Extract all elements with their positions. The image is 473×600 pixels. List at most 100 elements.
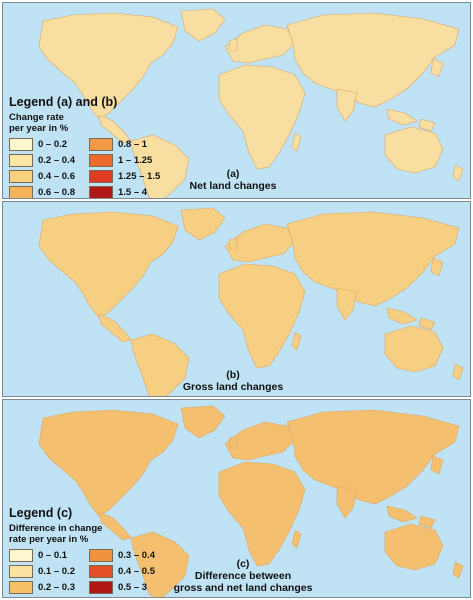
land-pixel xyxy=(380,561,386,565)
land-pixel xyxy=(462,267,463,271)
land-pixel xyxy=(414,406,419,408)
land-pixel xyxy=(306,329,309,333)
legend-label: 1 – 1.25 xyxy=(118,155,153,166)
land-pixel xyxy=(298,72,302,74)
land-pixel xyxy=(359,118,363,121)
land-pixel xyxy=(183,47,189,51)
land-pixel xyxy=(119,204,122,208)
legend-swatch xyxy=(89,565,113,578)
land-pixel xyxy=(231,541,235,545)
land-pixel xyxy=(260,407,266,415)
land-pixel xyxy=(13,231,18,235)
land-pixel xyxy=(64,314,67,318)
land-pixel xyxy=(71,382,76,387)
land-pixel xyxy=(200,468,206,476)
land-pixel xyxy=(43,308,50,313)
land-pixel xyxy=(10,28,13,32)
land-pixel xyxy=(415,587,420,593)
land-pixel xyxy=(172,313,178,322)
land-pixel xyxy=(438,451,445,456)
land-pixel xyxy=(452,158,458,164)
land-pixel xyxy=(166,272,171,277)
land-pixel xyxy=(360,109,366,117)
land-pixel xyxy=(310,323,316,331)
land-pixel xyxy=(60,292,66,300)
land-pixel xyxy=(144,203,147,206)
land-pixel xyxy=(378,194,383,198)
land-pixel xyxy=(211,479,215,482)
land-pixel xyxy=(41,497,46,502)
caption-c-title-1: Difference between xyxy=(194,570,292,582)
land-pixel xyxy=(26,368,28,370)
land-pixel xyxy=(122,208,128,211)
land-pixel xyxy=(348,147,352,150)
legend-subtitle: Change rate per year in % xyxy=(9,112,169,134)
land-pixel xyxy=(59,337,66,345)
land-pixel xyxy=(350,321,353,324)
land-pixel xyxy=(80,3,85,6)
land-pixel xyxy=(316,158,319,160)
land-pixel xyxy=(222,424,228,432)
land-pixel xyxy=(152,484,156,488)
land-pixel xyxy=(324,292,329,298)
land-pixel xyxy=(458,433,462,437)
land-pixel xyxy=(68,501,72,506)
land-pixel xyxy=(43,75,48,79)
land-pixel xyxy=(206,309,212,314)
land-pixel xyxy=(171,320,178,325)
land-pixel xyxy=(317,548,320,552)
land-pixel xyxy=(464,361,466,363)
land-pixel xyxy=(464,92,470,99)
land-pixel xyxy=(42,285,46,291)
land-pixel xyxy=(431,110,434,113)
land-pixel xyxy=(392,410,396,413)
land-pixel xyxy=(310,393,313,396)
land-pixel xyxy=(172,403,176,406)
land-pixel xyxy=(203,276,208,279)
land-pixel xyxy=(389,100,392,105)
land-pixel xyxy=(317,109,321,112)
land-pixel xyxy=(218,155,223,160)
land-pixel xyxy=(30,443,33,445)
land-pixel xyxy=(175,76,180,79)
land-pixel xyxy=(196,326,202,336)
land-pixel xyxy=(461,284,463,287)
land-pixel xyxy=(165,409,171,415)
land-pixel xyxy=(17,414,20,418)
land-pixel xyxy=(408,291,411,295)
land-pixel xyxy=(366,514,371,519)
land-pixel xyxy=(316,124,322,132)
land-pixel xyxy=(363,191,368,197)
land-pixel xyxy=(221,517,227,524)
legend-grid: 0 – 0.2 0.8 – 1 0.2 – 0.4 1 – 1.25 0.4 – 0.6… xyxy=(9,138,169,198)
land-pixel xyxy=(262,259,268,266)
land-pixel xyxy=(22,473,26,476)
land-pixel xyxy=(447,345,450,350)
land-pixel xyxy=(382,111,385,114)
land-pixel xyxy=(453,298,458,304)
land-pixel xyxy=(183,51,187,57)
land-pixel xyxy=(227,521,230,523)
land-pixel xyxy=(39,380,40,387)
land-pixel xyxy=(328,527,331,530)
land-pixel xyxy=(19,230,23,234)
land-pixel xyxy=(40,270,43,273)
land-pixel xyxy=(4,495,8,501)
land-pixel xyxy=(385,385,391,390)
land-pixel xyxy=(312,489,318,494)
land-pixel xyxy=(368,564,373,569)
land-pixel xyxy=(331,490,335,495)
land-pixel xyxy=(72,368,76,373)
land-pixel xyxy=(215,315,219,321)
land-pixel xyxy=(42,84,45,87)
land-pixel xyxy=(160,471,166,476)
land-pixel xyxy=(413,99,416,103)
land-pixel xyxy=(215,392,221,396)
land-pixel xyxy=(372,115,375,117)
legend-swatch xyxy=(89,186,113,198)
land-pixel xyxy=(189,248,195,257)
land-pixel xyxy=(169,266,174,271)
land-pixel xyxy=(36,283,39,285)
land-pixel xyxy=(393,9,397,13)
land-pixel xyxy=(238,18,244,25)
